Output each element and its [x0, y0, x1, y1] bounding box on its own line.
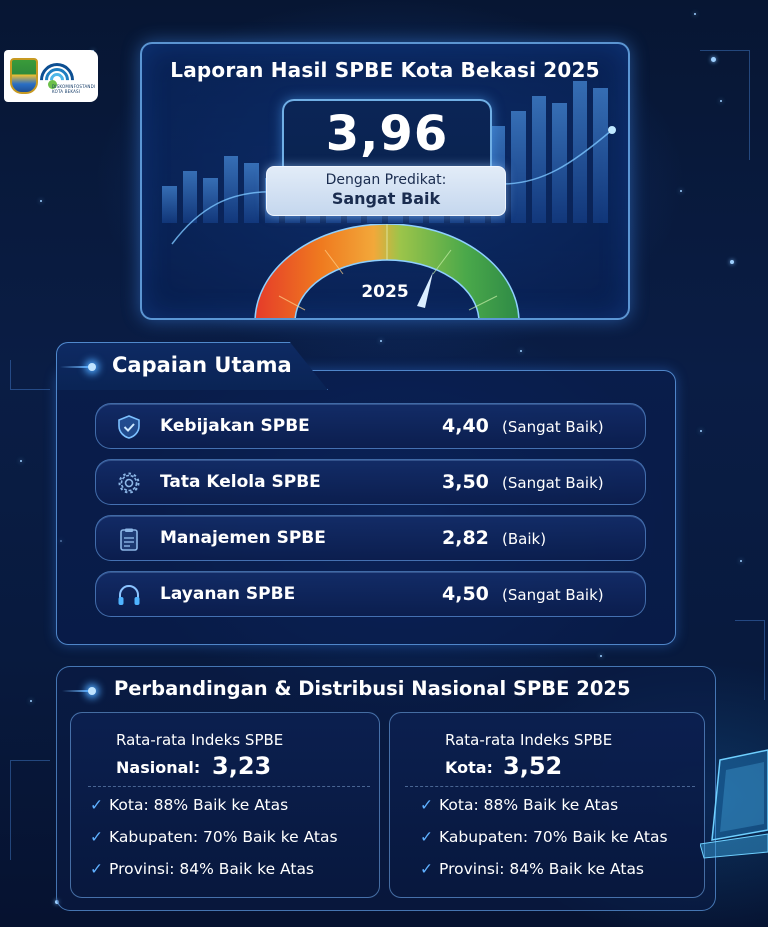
capaian-label: Layanan SPBE — [160, 584, 296, 604]
circuit-line — [10, 360, 50, 390]
shield-check-icon — [118, 415, 140, 439]
distribution-item: ✓ Kota: 88% Baik ke Atas — [90, 796, 288, 814]
gear-icon — [118, 472, 140, 494]
circuit-line — [735, 620, 765, 700]
headset-icon — [118, 585, 140, 605]
distribution-text: Provinsi: 84% Baik ke Atas — [109, 860, 315, 878]
gauge-year: 2025 — [361, 282, 409, 302]
capaian-score: 4,50 — [442, 583, 489, 605]
glow-dot-icon — [88, 363, 96, 371]
capaian-title: Capaian Utama — [112, 353, 292, 377]
overall-score: 3,96 — [325, 106, 449, 162]
capaian-score: 4,40 — [442, 415, 489, 437]
capaian-tab — [56, 342, 328, 390]
distribution-item: ✓ Provinsi: 84% Baik ke Atas — [90, 860, 314, 878]
capaian-grade: (Sangat Baik) — [502, 474, 604, 492]
divider — [405, 786, 695, 787]
distribution-text: Kabupaten: 70% Baik ke Atas — [439, 828, 668, 846]
tab-glow-line — [62, 690, 90, 692]
comparison-card-kota — [389, 712, 705, 898]
card-heading: Rata-rata Indeks SPBE — [445, 731, 613, 749]
check-icon: ✓ — [420, 828, 433, 846]
capaian-label: Tata Kelola SPBE — [160, 472, 321, 492]
card-heading: Rata-rata Indeks SPBE — [116, 731, 284, 749]
capaian-grade: (Baik) — [502, 530, 547, 548]
capaian-row: Manajemen SPBE 2,82 (Baik) — [95, 515, 646, 561]
check-icon: ✓ — [90, 828, 103, 846]
distribution-item: ✓ Kabupaten: 70% Baik ke Atas — [420, 828, 668, 846]
logo-caption: DISKOMINFOSTANDI KOTA BEKASI — [52, 84, 96, 94]
circuit-line — [700, 50, 750, 160]
check-icon: ✓ — [90, 860, 103, 878]
crest-icon — [10, 58, 38, 94]
check-icon: ✓ — [90, 796, 103, 814]
clipboard-icon — [120, 528, 138, 551]
comparison-card-nasional — [70, 712, 380, 898]
predikat-label: Dengan Predikat: — [325, 172, 447, 188]
distribution-item: ✓ Kabupaten: 70% Baik ke Atas — [90, 828, 338, 846]
tab-glow-line — [60, 366, 90, 368]
distribution-text: Provinsi: 84% Baik ke Atas — [439, 860, 645, 878]
check-icon: ✓ — [420, 860, 433, 878]
capaian-label: Manajemen SPBE — [160, 528, 326, 548]
logo-badge: DISKOMINFOSTANDI KOTA BEKASI — [4, 50, 98, 105]
predikat-value: Sangat Baik — [331, 189, 441, 208]
distribution-text: Kota: 88% Baik ke Atas — [109, 796, 289, 814]
check-icon: ✓ — [420, 796, 433, 814]
wifi-logo-icon — [32, 55, 82, 105]
card-value: 3,52 — [503, 752, 563, 780]
gauge-meter-icon — [254, 224, 520, 318]
capaian-row: Kebijakan SPBE 4,40 (Sangat Baik) — [95, 403, 646, 449]
capaian-row: Layanan SPBE 4,50 (Sangat Baik) — [95, 571, 646, 617]
card-value: 3,23 — [212, 752, 272, 780]
capaian-label: Kebijakan SPBE — [160, 416, 310, 436]
distribution-item: ✓ Provinsi: 84% Baik ke Atas — [420, 860, 644, 878]
distribution-item: ✓ Kota: 88% Baik ke Atas — [420, 796, 618, 814]
glow-dot-icon — [88, 687, 96, 695]
circuit-line — [10, 760, 50, 860]
distribution-text: Kota: 88% Baik ke Atas — [439, 796, 619, 814]
card-sub-label: Nasional: — [116, 758, 201, 777]
page-title: Laporan Hasil SPBE Kota Bekasi 2025 — [170, 58, 600, 82]
distribution-text: Kabupaten: 70% Baik ke Atas — [109, 828, 338, 846]
laptop-icon — [700, 749, 768, 859]
capaian-grade: (Sangat Baik) — [502, 418, 604, 436]
capaian-grade: (Sangat Baik) — [502, 586, 604, 604]
perbandingan-title: Perbandingan & Distribusi Nasional SPBE … — [114, 677, 631, 700]
divider — [88, 786, 370, 787]
predikat-box: Dengan Predikat: Sangat Baik — [266, 166, 506, 216]
hero-panel: Laporan Hasil SPBE Kota Bekasi 2025 3,96… — [140, 42, 630, 320]
card-sub-label: Kota: — [445, 758, 493, 777]
capaian-row: Tata Kelola SPBE 3,50 (Sangat Baik) — [95, 459, 646, 505]
capaian-score: 3,50 — [442, 471, 489, 493]
capaian-score: 2,82 — [442, 527, 489, 549]
